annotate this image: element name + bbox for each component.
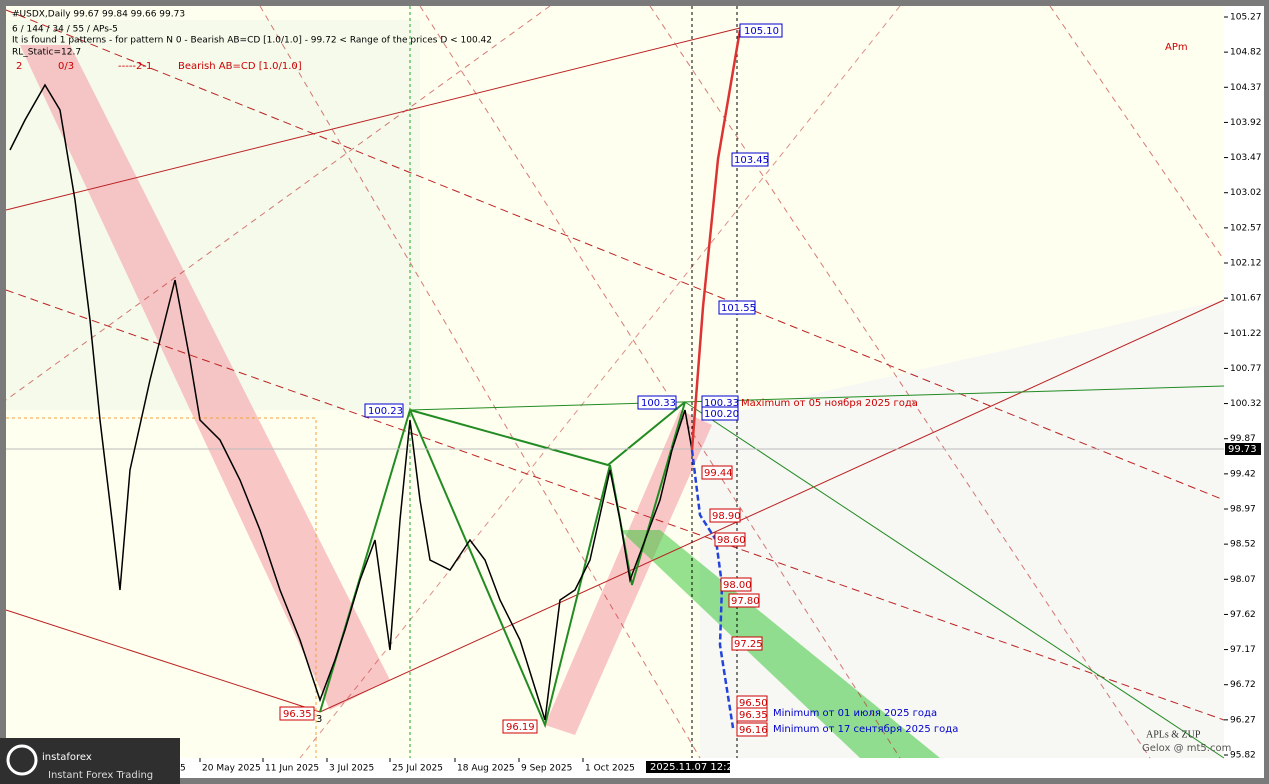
price-label: 99.42 [1230,469,1256,479]
annotation: Maximum от 05 ноября 2025 года [741,398,918,409]
level-label: 105.10 [744,26,779,37]
price-path [9,83,693,721]
date-label: 3 Jul 2025 [329,764,374,774]
price-label: 98.97 [1230,505,1256,515]
level-label: 96.16 [739,725,768,736]
level-label: 98.00 [723,580,752,591]
zone [700,300,1224,758]
price-label: 103.02 [1230,188,1262,198]
price-label: 103.92 [1230,118,1262,128]
level-label: 98.90 [712,511,741,522]
level-label: 100.33 [704,398,739,409]
logo-bg [0,738,180,784]
channel [20,45,390,710]
date-label: 11 Jun 2025 [265,764,319,774]
annotation: Minimum от 01 июля 2025 года [773,708,937,719]
header-line: It is found 1 patterns - for pattern N 0… [12,36,492,46]
price-label: 98.07 [1230,575,1256,585]
level-label: 96.50 [739,698,768,709]
trend-lines [5,5,1225,759]
level-labels: 105.10 103.45 101.55 100.33 100.33 100.2… [279,23,783,737]
price-label: 102.12 [1230,259,1262,269]
logo-slogan: Instant Forex Trading [48,770,153,781]
zone [6,20,420,410]
level-label: 97.25 [734,639,763,650]
annotation: Minimum от 17 сентября 2025 года [773,724,958,735]
marker: -----2-1 [118,61,152,72]
pattern-name: Bearish AB=CD [1.0/1.0] [178,61,302,72]
level-label: 103.45 [734,155,769,166]
level-label: 96.35 [283,709,312,720]
cursor-time-box [646,761,730,773]
price-label: 97.17 [1230,645,1256,655]
level-label: 96.19 [506,722,535,733]
marker: 0/3 [58,61,74,72]
level-label: 100.23 [368,406,403,417]
header-line: RL_Static=12.7 [12,48,81,58]
price-scale [1224,6,1264,758]
price-label: 103.47 [1230,153,1262,163]
level-label: 100.33 [641,398,676,409]
date-label: 25 Jul 2025 [392,764,443,774]
price-label: 95.82 [1230,751,1256,761]
tag: APm [1165,42,1188,53]
date-label: 1 Oct 2025 [585,764,635,774]
credits: APLs & ZUP [1146,729,1201,740]
projection [690,29,742,451]
level-label: 99.44 [704,468,733,479]
marker: 2 [16,61,22,72]
price-label: 101.22 [1230,329,1262,339]
channel [620,530,940,758]
price-label: 98.52 [1230,540,1256,550]
price-label: 102.57 [1230,223,1262,233]
level-label: 98.60 [717,535,746,546]
date-label: 5 [180,764,186,774]
price-label: 96.27 [1230,715,1256,725]
price-label: 104.37 [1230,83,1262,93]
price-label: 100.32 [1230,399,1262,409]
cursor-time: 2025.11.07 12:25 [650,762,739,773]
current-price: 99.73 [1228,444,1257,455]
price-axis: 105.27 104.82 104.37 103.92 103.47 103.02 102.… [1224,13,1262,761]
time-scale [6,758,1264,778]
price-label: 96.72 [1230,680,1256,690]
header-line: #USDX,Daily 99.67 99.84 99.66 99.73 [12,10,185,20]
logo-brand: instaforex [42,752,92,763]
box [6,417,317,758]
level-label: 96.35 [739,710,768,721]
projection [690,449,735,729]
header-line: 6 / 144 / 34 / 55 / APs-5 [12,25,118,35]
level-label: 101.55 [721,303,756,314]
level-label: 100.20 [704,409,739,420]
price-label: 101.67 [1230,294,1262,304]
credits: Gelox @ mt5.com [1142,743,1231,754]
price-label: 104.82 [1230,48,1262,58]
price-label: 99.87 [1230,434,1256,444]
pattern-lines [319,385,1225,759]
price-label: 100.77 [1230,364,1262,374]
price-label: 105.27 [1230,13,1262,23]
logo-icon [6,744,38,776]
annotation: 3 [316,714,322,725]
current-price-box [1225,443,1261,455]
date-label: 18 Aug 2025 [457,764,515,774]
date-label: 9 Sep 2025 [521,764,572,774]
date-label: 20 May 2025 [202,764,261,774]
price-label: 97.62 [1230,610,1256,620]
level-label: 97.80 [731,596,760,607]
